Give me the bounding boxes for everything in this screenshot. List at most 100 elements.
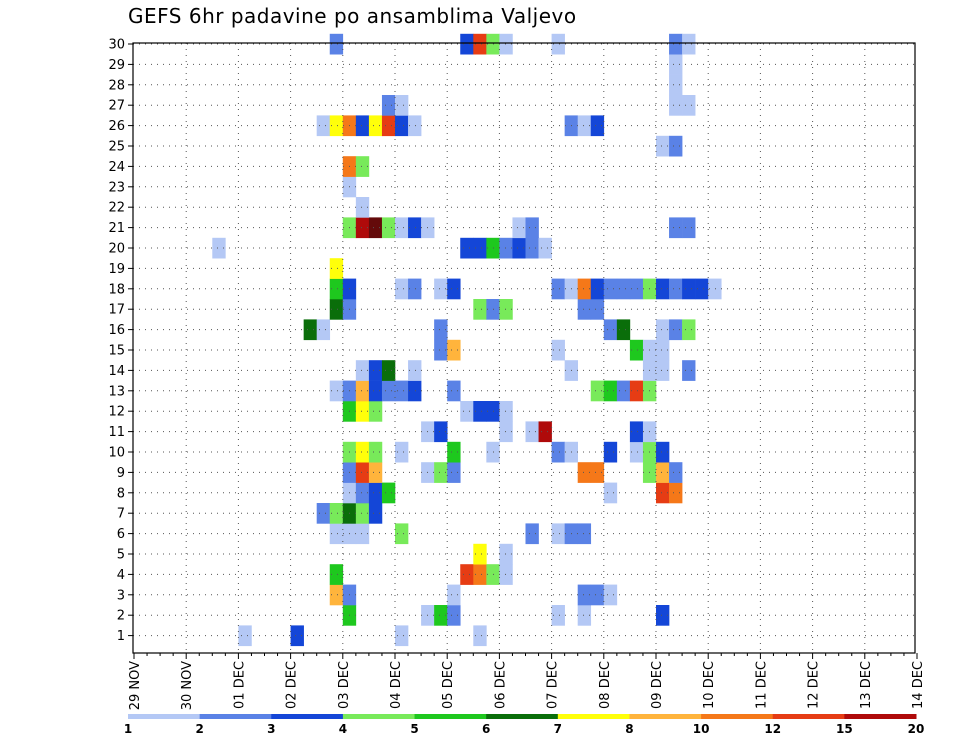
heatmap-cell xyxy=(669,217,683,239)
heatmap-cell xyxy=(434,421,448,443)
x-tick-label: 04 DEC xyxy=(389,661,404,709)
heatmap-cell xyxy=(329,523,344,545)
heatmap-cell xyxy=(538,237,552,259)
colorbar-segment xyxy=(414,714,487,719)
x-tick-label: 12 DEC xyxy=(807,661,822,709)
heatmap-cell xyxy=(629,339,644,361)
colorbar-segment xyxy=(199,714,272,719)
heatmap-cell xyxy=(329,278,344,300)
grid-lines xyxy=(133,43,915,653)
heatmap-cell xyxy=(512,217,526,239)
heatmap-cell xyxy=(355,523,370,545)
heatmap-cell xyxy=(395,625,409,647)
heatmap-cell xyxy=(395,115,409,137)
heatmap-cell xyxy=(329,258,344,279)
heatmap-cell xyxy=(329,380,344,402)
heatmap-cell xyxy=(499,401,513,422)
heatmap-cell xyxy=(381,380,396,402)
y-tick-label: 8 xyxy=(117,486,125,501)
heatmap-cell xyxy=(434,278,448,300)
heatmap-cell xyxy=(499,33,513,55)
y-tick-label: 26 xyxy=(108,119,125,134)
heatmap-cell xyxy=(669,462,683,483)
heatmap-cell xyxy=(329,115,344,137)
heatmap-cell xyxy=(355,503,370,524)
y-tick-label: 30 xyxy=(108,38,125,53)
y-tick-label: 16 xyxy=(108,323,125,338)
heatmap-cell xyxy=(329,584,344,606)
y-tick-label: 15 xyxy=(108,344,125,359)
heatmap-cell xyxy=(538,421,552,443)
x-tick-label: 09 DEC xyxy=(650,661,665,709)
colorbar-label: 5 xyxy=(410,722,418,736)
heatmap-cell xyxy=(551,605,565,626)
heatmap-cell xyxy=(355,380,370,402)
heatmap-cell xyxy=(460,33,474,55)
heatmap-cell xyxy=(434,339,448,361)
heatmap-cell xyxy=(590,584,605,606)
x-tick-label: 08 DEC xyxy=(598,661,613,709)
heatmap-cell xyxy=(682,278,696,300)
colorbar-label: 12 xyxy=(764,722,781,736)
heatmap-cell xyxy=(447,441,461,463)
heatmap-cell xyxy=(460,401,474,422)
heatmap-cell xyxy=(603,584,618,606)
heatmap-cell xyxy=(473,237,487,259)
heatmap-cell xyxy=(669,482,683,504)
y-tick-label: 10 xyxy=(108,446,125,461)
heatmap-cell xyxy=(355,197,370,218)
colorbar-segment xyxy=(772,714,845,719)
heatmap-cell xyxy=(577,299,592,320)
colorbar-segment xyxy=(557,714,630,719)
y-tick-label: 18 xyxy=(108,282,125,297)
heatmap-cells xyxy=(212,33,722,647)
heatmap-cell xyxy=(669,33,683,55)
heatmap-cell xyxy=(603,441,618,463)
colorbar-segment xyxy=(629,714,702,719)
x-tick-label: 01 DEC xyxy=(232,661,247,709)
heatmap-cell xyxy=(656,135,670,157)
heatmap-cell xyxy=(656,319,670,341)
heatmap-cell xyxy=(656,462,670,483)
heatmap-cell xyxy=(551,523,565,545)
heatmap-cell xyxy=(603,482,618,504)
heatmap-cell xyxy=(355,401,370,422)
heatmap-cell xyxy=(473,33,487,55)
heatmap-cell xyxy=(590,299,605,320)
x-tick-label: 03 DEC xyxy=(337,661,352,709)
y-tick-label: 25 xyxy=(108,140,125,155)
heatmap-cell xyxy=(669,95,683,116)
heatmap-cell xyxy=(381,482,396,504)
heatmap-cell xyxy=(381,95,396,116)
chart-title: GEFS 6hr padavine po ansamblima Valjevo xyxy=(128,4,577,28)
heatmap-cell xyxy=(629,421,644,443)
heatmap-cell xyxy=(656,482,670,504)
x-tick-label: 10 DEC xyxy=(702,661,717,709)
y-tick-label: 7 xyxy=(117,507,125,522)
heatmap-cell xyxy=(368,380,383,402)
colorbar: 1 2 3 4 5 6 7 8 10 12 15 20 xyxy=(124,714,924,736)
heatmap-cell xyxy=(368,441,383,463)
heatmap-cell xyxy=(669,135,683,157)
heatmap-cell xyxy=(316,319,331,341)
heatmap-cell xyxy=(381,217,396,239)
heatmap-cell xyxy=(512,237,526,259)
heatmap-cell xyxy=(603,278,618,300)
heatmap-cell xyxy=(329,299,344,320)
heatmap-cell xyxy=(669,319,683,341)
heatmap-cell xyxy=(682,319,696,341)
heatmap-cell xyxy=(590,462,605,483)
x-axis: 29 NOV 30 NOV 01 DEC 02 DEC 03 DEC 04 DEC 05 D… xyxy=(128,653,926,710)
heatmap-cell xyxy=(447,380,461,402)
plot-frame xyxy=(132,42,916,654)
heatmap-cell xyxy=(355,441,370,463)
heatmap-cell xyxy=(316,115,331,137)
heatmap-cell xyxy=(368,462,383,483)
heatmap-cell xyxy=(434,605,448,626)
heatmap-cell xyxy=(395,441,409,463)
heatmap-cell xyxy=(408,115,422,137)
heatmap-cell xyxy=(629,380,644,402)
heatmap-cell xyxy=(525,421,539,443)
heatmap-cell xyxy=(473,543,487,565)
